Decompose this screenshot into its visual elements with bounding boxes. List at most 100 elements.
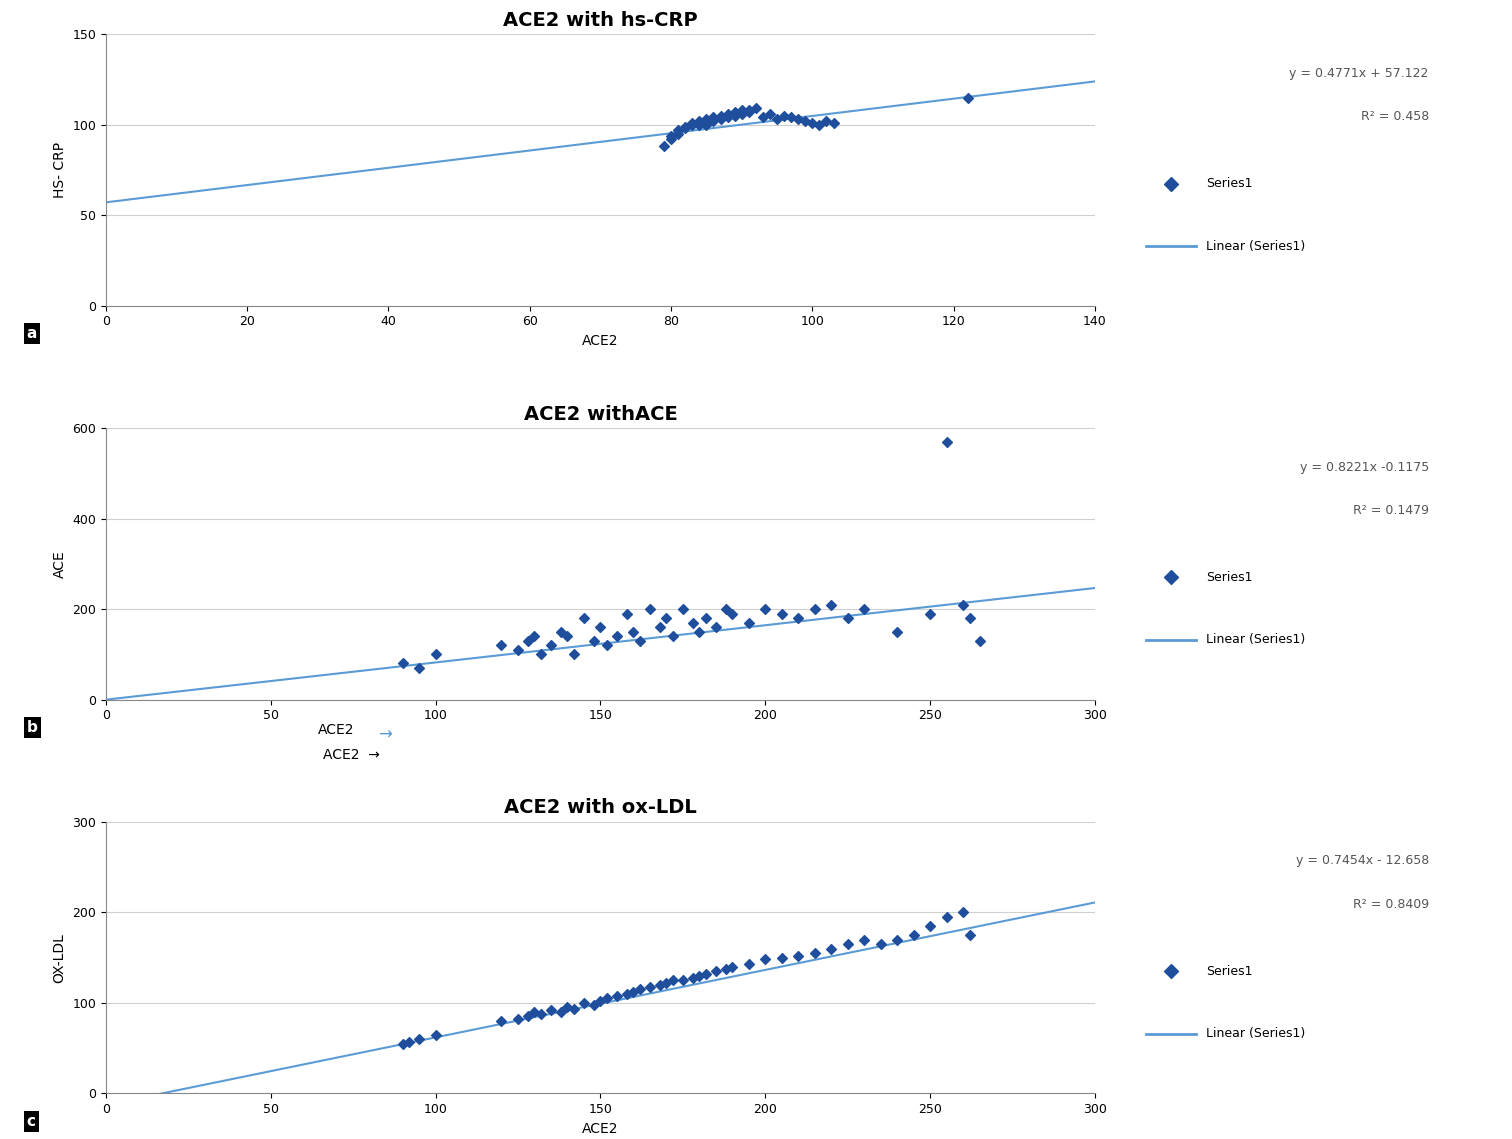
Y-axis label: OX-LDL: OX-LDL <box>53 933 67 983</box>
Title: ACE2 withACE: ACE2 withACE <box>523 404 677 424</box>
Point <box>538 637 562 655</box>
Point <box>594 637 618 655</box>
Point <box>773 107 797 125</box>
Point <box>702 108 726 126</box>
Point <box>638 600 662 618</box>
Point <box>594 990 618 1008</box>
Point <box>615 985 640 1003</box>
Point <box>555 998 579 1016</box>
Point <box>918 917 942 935</box>
Point <box>423 645 448 663</box>
Point <box>820 940 844 958</box>
Point <box>786 110 810 129</box>
Point <box>702 112 726 130</box>
Point <box>702 110 726 129</box>
Point <box>522 628 546 646</box>
Point <box>720 958 744 976</box>
Point <box>800 114 824 132</box>
Point <box>605 986 629 1005</box>
Point <box>673 117 697 136</box>
Text: b: b <box>27 720 38 735</box>
Point <box>390 1034 414 1052</box>
Point <box>671 600 696 618</box>
Point <box>753 950 777 968</box>
Text: y = 0.4771x + 57.122: y = 0.4771x + 57.122 <box>1290 67 1429 80</box>
Point <box>836 935 860 953</box>
Text: R² = 0.458: R² = 0.458 <box>1361 110 1429 123</box>
Point <box>615 605 640 623</box>
Point <box>538 1001 562 1019</box>
Point <box>694 115 718 133</box>
Point <box>918 605 942 623</box>
Point <box>957 609 981 628</box>
Point <box>736 614 761 632</box>
Point <box>758 105 782 123</box>
Point <box>815 112 839 130</box>
Point <box>853 600 877 618</box>
Point <box>588 992 612 1010</box>
Point <box>885 623 909 641</box>
Text: c: c <box>27 1114 36 1129</box>
Point <box>665 121 689 139</box>
Y-axis label: HS- CRP: HS- CRP <box>53 142 67 198</box>
Point <box>736 103 761 121</box>
Point <box>562 1000 587 1018</box>
Point <box>703 618 727 637</box>
Point <box>715 108 739 126</box>
Text: y = 0.7454x - 12.658: y = 0.7454x - 12.658 <box>1296 854 1429 868</box>
Text: R² = 0.1479: R² = 0.1479 <box>1353 505 1429 517</box>
Point <box>562 645 587 663</box>
Point <box>638 977 662 995</box>
Point <box>770 949 794 967</box>
Point <box>665 124 689 142</box>
Text: Series1: Series1 <box>1207 571 1253 584</box>
Title: ACE2 with hs-CRP: ACE2 with hs-CRP <box>503 11 697 30</box>
Point <box>934 908 959 926</box>
Point <box>821 114 845 132</box>
Point <box>714 959 738 977</box>
Point <box>490 1011 514 1030</box>
Point <box>647 618 671 637</box>
Point <box>647 976 671 994</box>
Point <box>680 114 705 132</box>
Point <box>588 618 612 637</box>
Point <box>627 981 652 999</box>
Point <box>655 609 679 628</box>
Point <box>694 609 718 628</box>
Point <box>765 110 789 129</box>
Point <box>934 433 959 451</box>
Point <box>688 115 712 133</box>
Point <box>680 614 705 632</box>
Point <box>730 105 754 123</box>
Text: Linear (Series1): Linear (Series1) <box>1207 239 1305 253</box>
Point <box>516 1007 540 1025</box>
Point <box>885 931 909 949</box>
Point <box>715 105 739 123</box>
Point <box>753 600 777 618</box>
Point <box>744 99 768 117</box>
Point <box>868 935 892 953</box>
Point <box>407 1030 431 1048</box>
Point <box>694 110 718 129</box>
Point <box>490 637 514 655</box>
Point <box>736 101 761 120</box>
Point <box>555 628 579 646</box>
Point <box>572 609 596 628</box>
Point <box>680 115 705 133</box>
Point <box>803 600 827 618</box>
Point <box>621 983 646 1001</box>
Point <box>582 995 606 1014</box>
Point <box>703 962 727 981</box>
Point <box>423 1025 448 1043</box>
Point <box>605 628 629 646</box>
Point <box>786 947 810 965</box>
Text: Series1: Series1 <box>1207 965 1253 977</box>
Text: Linear (Series1): Linear (Series1) <box>1207 1027 1305 1040</box>
Point <box>398 1033 422 1051</box>
Point <box>951 903 975 921</box>
Point <box>720 605 744 623</box>
Point <box>621 623 646 641</box>
Text: →: → <box>378 726 392 744</box>
Point <box>836 609 860 628</box>
Point <box>655 974 679 992</box>
